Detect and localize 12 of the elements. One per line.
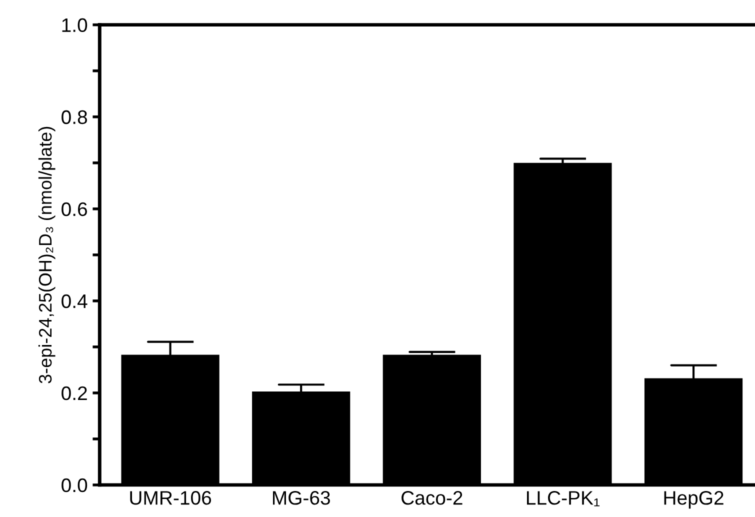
- y-tick-label: 0.0: [62, 478, 88, 492]
- x-tick-label: LLC-PK₁: [526, 491, 600, 506]
- y-tick-label: 0.2: [62, 386, 87, 400]
- y-axis-title: 3-epi-24,25(OH)₂D₃ (nmol/plate): [38, 126, 56, 384]
- y-tick-label: 0.6: [62, 202, 87, 216]
- y-tick-label: 0.4: [62, 294, 88, 308]
- x-tick-label: MG-63: [272, 491, 330, 505]
- y-tick-label: 0.8: [62, 110, 88, 124]
- x-tick-label: UMR-106: [130, 491, 212, 505]
- x-tick-label: Caco-2: [402, 491, 462, 505]
- y-tick-label: 1.0: [62, 18, 88, 32]
- x-tick-label: HepG2: [664, 491, 724, 509]
